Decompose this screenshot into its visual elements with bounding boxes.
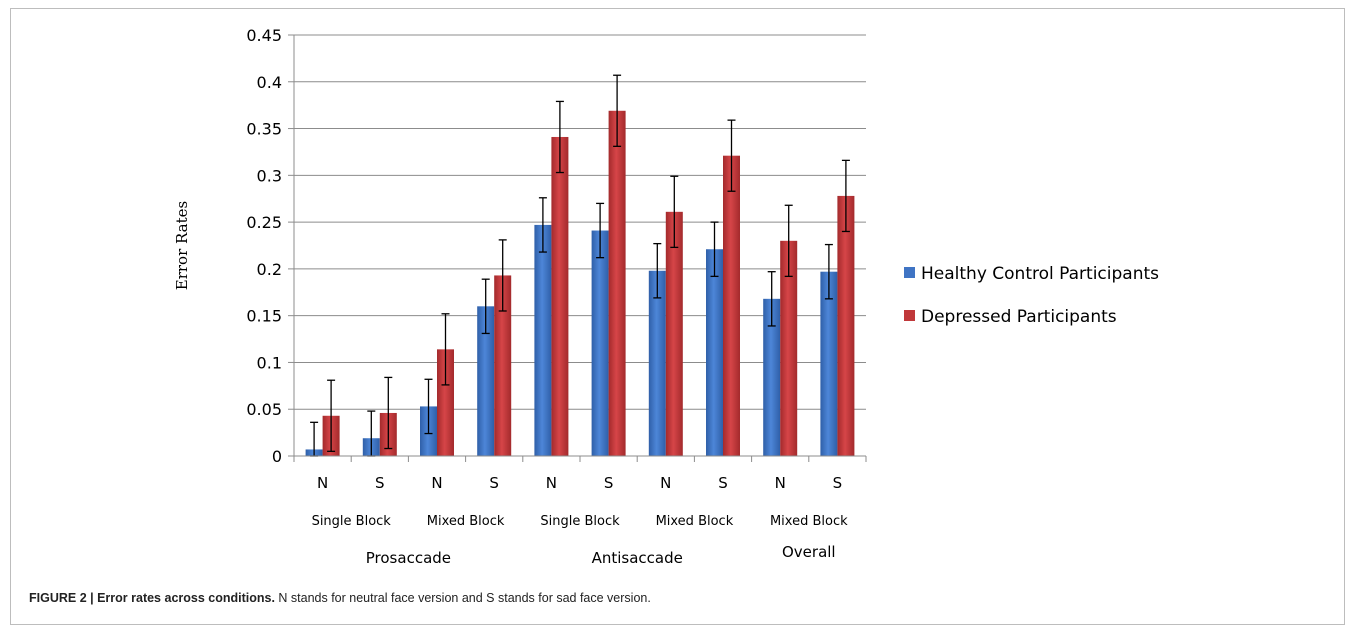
error-bar-depressed xyxy=(727,119,736,192)
category-label: N xyxy=(431,474,442,492)
bar-depressed xyxy=(837,195,855,456)
error-bar-depressed xyxy=(384,376,393,450)
category-label: S xyxy=(604,474,614,492)
category-label: S xyxy=(489,474,499,492)
legend-label-depressed: Depressed Participants xyxy=(921,307,1117,327)
bar-healthy-control xyxy=(763,298,781,456)
error-bar-healthy-control xyxy=(596,202,605,259)
legend: Healthy Control Participants Depressed Pa… xyxy=(904,264,1159,327)
error-bar-healthy-control xyxy=(710,221,719,278)
error-bar-depressed xyxy=(613,74,622,147)
legend-swatch-healthy-control xyxy=(904,267,915,278)
group-label: Antisaccade xyxy=(592,549,683,567)
bar-healthy-control xyxy=(706,249,723,456)
bar-healthy-control xyxy=(591,230,609,456)
error-bar-healthy-control xyxy=(824,243,833,300)
y-tick-label: 0.3 xyxy=(257,166,282,185)
error-bar-depressed xyxy=(784,204,793,278)
error-bar-healthy-control xyxy=(481,278,490,335)
error-bar-healthy-control xyxy=(653,242,662,299)
bar-healthy-control xyxy=(648,270,666,456)
category-label: N xyxy=(546,474,557,492)
x-axis-labels: N S N S N S N S N S Single Block Mixed Block Single … xyxy=(312,474,849,567)
y-tick-label: 0.15 xyxy=(246,307,282,326)
group-label: Prosaccade xyxy=(366,549,451,567)
bar-depressed xyxy=(723,155,740,457)
bar-depressed xyxy=(665,211,683,456)
category-label: N xyxy=(660,474,671,492)
gridlines xyxy=(288,34,866,457)
group-label: Overall xyxy=(782,543,836,561)
category-label: S xyxy=(375,474,385,492)
bar-depressed xyxy=(437,349,454,456)
bar-healthy-control xyxy=(534,224,552,456)
y-tick-label: 0.1 xyxy=(257,353,282,372)
y-tick-label: 0.25 xyxy=(246,213,282,232)
bar-depressed xyxy=(494,275,512,456)
legend-label-healthy-control: Healthy Control Participants xyxy=(921,264,1159,284)
figure-frame: 0 0.05 0.1 0.15 0.2 0.25 0.3 0.35 0.4 0.45 N S N S N S… xyxy=(10,8,1345,625)
category-label: S xyxy=(833,474,843,492)
subgroup-label: Mixed Block xyxy=(427,514,505,529)
subgroup-label: Mixed Block xyxy=(770,514,848,529)
error-bar-depressed xyxy=(498,239,507,312)
y-tick-label: 0 xyxy=(272,447,282,466)
error-bar-healthy-control xyxy=(424,378,433,435)
error-bar-depressed xyxy=(441,313,450,386)
category-label: S xyxy=(718,474,728,492)
y-axis-ticks: 0 0.05 0.1 0.15 0.2 0.25 0.3 0.35 0.4 0.45 xyxy=(246,26,282,466)
category-label: N xyxy=(775,474,786,492)
bar-chart: 0 0.05 0.1 0.15 0.2 0.25 0.3 0.35 0.4 0.45 N S N S N S… xyxy=(173,26,1159,567)
error-bar-depressed xyxy=(327,379,336,452)
error-bar-depressed xyxy=(841,159,850,233)
bar-depressed xyxy=(551,136,569,456)
bar-depressed xyxy=(780,240,798,456)
y-tick-label: 0.45 xyxy=(246,26,282,45)
bar-healthy-control xyxy=(477,306,495,456)
subgroup-label: Single Block xyxy=(312,514,392,529)
bar-healthy-control xyxy=(820,271,838,456)
bars xyxy=(305,74,855,457)
axes xyxy=(293,35,867,462)
bar-depressed xyxy=(608,110,626,456)
legend-swatch-depressed xyxy=(904,310,915,321)
y-tick-label: 0.2 xyxy=(257,260,282,279)
subgroup-label: Single Block xyxy=(540,514,620,529)
error-bar-healthy-control xyxy=(767,271,776,327)
error-bar-healthy-control xyxy=(538,197,547,253)
error-bar-depressed xyxy=(670,175,679,249)
error-bar-depressed xyxy=(555,100,564,174)
y-tick-label: 0.35 xyxy=(246,120,282,139)
caption-text: N stands for neutral face version and S … xyxy=(274,591,651,605)
y-axis-label: Error Rates xyxy=(173,201,191,290)
figure-caption: FIGURE 2 | Error rates across conditions… xyxy=(11,591,1341,605)
category-label: N xyxy=(317,474,328,492)
subgroup-label: Mixed Block xyxy=(656,514,734,529)
caption-title: FIGURE 2 | Error rates across conditions… xyxy=(29,591,275,605)
y-tick-label: 0.4 xyxy=(257,73,282,92)
y-tick-label: 0.05 xyxy=(246,400,282,419)
